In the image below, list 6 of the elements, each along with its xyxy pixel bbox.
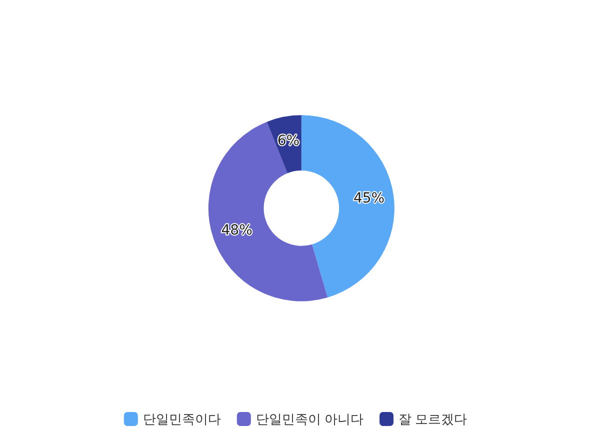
data-label: 45% <box>353 190 385 206</box>
data-label: 48% <box>221 222 252 239</box>
legend-label: 잘 모르겠다 <box>398 412 468 426</box>
data-label: 6% <box>277 133 300 150</box>
legend-label: 단일민족이 아니다 <box>256 412 364 426</box>
legend-label: 단일민족이다 <box>142 412 221 426</box>
